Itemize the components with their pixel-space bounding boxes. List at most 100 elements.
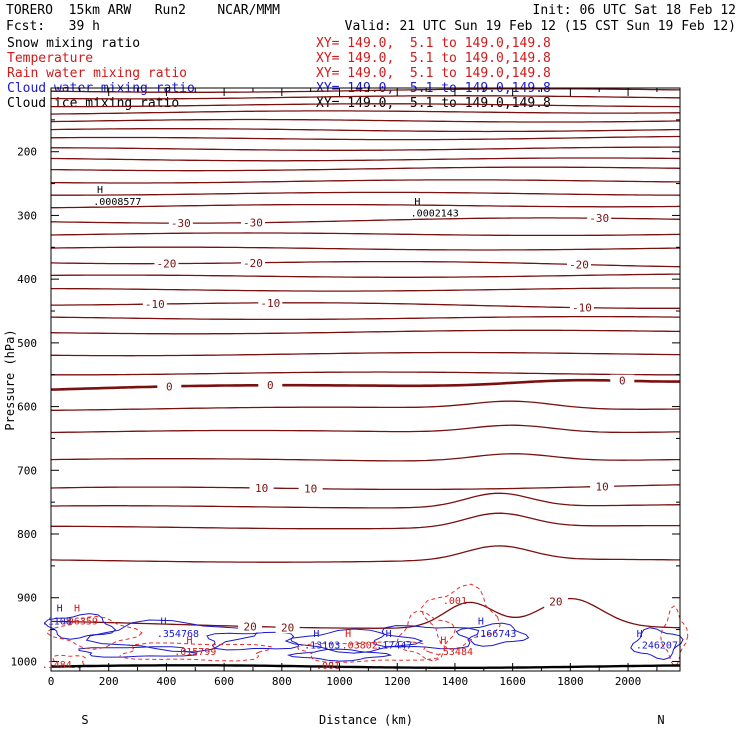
y-tick-label: 1000 (11, 655, 38, 668)
annotation-label: .0008577 (93, 197, 141, 208)
x-tick-label: 400 (156, 675, 176, 688)
temperature-contour (50, 110, 680, 115)
annotation-label: .17447 (376, 641, 412, 652)
field-rain-name: Rain water mixing ratio (7, 66, 188, 81)
y-tick-label: 200 (17, 146, 37, 159)
temperature-contour (50, 246, 680, 251)
contour-label-bg (543, 595, 568, 608)
x-tick-label: 1200 (384, 675, 411, 688)
x-tick-label: 2000 (615, 675, 642, 688)
temperature-contour (50, 273, 680, 278)
temperature-contour (51, 95, 680, 100)
contour-label: -30 (171, 217, 191, 230)
annotation-label: H (345, 629, 351, 640)
temperature-contour (51, 157, 681, 162)
contour-label: -30 (589, 212, 609, 225)
annotation-label: H (97, 185, 103, 196)
annotation-label: H (386, 629, 392, 640)
temperature-contour (50, 88, 681, 93)
annotation-label: H (74, 604, 80, 615)
contour-label: 20 (281, 621, 294, 634)
contour-label-bg (298, 482, 323, 495)
temperature-contour (51, 400, 681, 411)
temperature-contour (51, 492, 681, 509)
annotation-label: H (313, 629, 319, 640)
contour-label-bg (168, 217, 193, 230)
temperature-contour (50, 545, 680, 563)
annotation-label: .166743 (474, 629, 516, 640)
annotation-label: H (440, 636, 446, 647)
temperature-contour (50, 135, 680, 141)
y-tick-label: 700 (17, 464, 37, 477)
annotation-label: .354768 (157, 629, 199, 640)
contour-label-bg (610, 374, 635, 387)
contour-label: 10 (595, 480, 608, 493)
annotation-label: .015799 (174, 647, 216, 658)
end-label-south: S (81, 713, 88, 727)
annotation-label: H (637, 629, 643, 640)
temperature-contour (51, 179, 680, 184)
contour-label-bg (258, 379, 283, 392)
annotation-label: H (186, 636, 192, 647)
contour-label: -10 (260, 297, 280, 310)
field-temperature-xy: XY= 149.0, 5.1 to 149.0,149.8 (316, 51, 551, 66)
annotation-label: .246207 (636, 641, 678, 652)
x-tick-label: 200 (99, 675, 119, 688)
temperature-isotherm-10 (50, 484, 681, 491)
x-tick-label: 1600 (499, 675, 526, 688)
cloud-water-contour (78, 646, 197, 658)
ground-line (51, 664, 680, 669)
ground-surface (51, 664, 680, 669)
temperature-contour (50, 453, 680, 462)
field-temperature-name: Temperature (7, 51, 94, 66)
annotation-label: .03802 (342, 641, 378, 652)
y-tick-label: 300 (17, 209, 37, 222)
contour-label: 0 (619, 375, 626, 388)
contour-label: 20 (549, 596, 562, 609)
axes: 0 200 400 600 800 1000 1200 1400 1600 1800 2000200… (11, 88, 680, 688)
x-tick-label: 800 (272, 675, 292, 688)
contour-label: -20 (243, 257, 263, 270)
temperature-contour (51, 166, 681, 172)
y-tick-label: 900 (17, 592, 37, 605)
temperature-contour (51, 512, 680, 530)
contour-label-bg (240, 216, 265, 229)
rain-water-contour (118, 642, 272, 662)
x-tick-label: 1400 (442, 675, 469, 688)
temperature-contour (50, 329, 680, 335)
cloud-water-contour (372, 625, 480, 650)
contour-label-bg (249, 482, 274, 495)
contour-label-bg (154, 257, 179, 270)
contour-label-bg (157, 380, 182, 393)
temperature-contour (50, 424, 680, 434)
temperature-contour (50, 128, 680, 133)
forecast-hour: Fcst: 39 h (6, 19, 100, 34)
moisture-contours (43, 583, 689, 669)
contour-label-bg (590, 480, 615, 493)
rain-water-contour (297, 641, 440, 663)
temperature-isotherm--30 (50, 217, 681, 224)
cloud-water-contour (286, 648, 393, 662)
valid-time: Valid: 21 UTC Sun 19 Feb 12 (15 CST Sun … (344, 19, 736, 34)
temperature-contour (50, 232, 680, 237)
annotation-label: .53484 (437, 647, 473, 658)
y-tick-label: 600 (17, 401, 37, 414)
x-tick-label: 1000 (326, 675, 353, 688)
x-tick-label: 0 (48, 675, 55, 688)
temperature-contour (51, 351, 680, 357)
temperature-isotherm-0 (50, 378, 680, 391)
temperature-isotherms (50, 88, 681, 629)
field-rain-xy: XY= 149.0, 5.1 to 149.0,149.8 (316, 66, 551, 81)
x-axis-label: Distance (km) (319, 713, 413, 727)
contour-label: 10 (255, 482, 268, 495)
contour-label: 10 (304, 483, 317, 496)
rain-water-contour (660, 605, 689, 667)
contour-label: 0 (267, 379, 274, 392)
end-label-north: N (657, 713, 664, 727)
annotation-label: .001 (443, 596, 467, 607)
annotation-label: H (414, 197, 420, 208)
field-snow-xy: XY= 149.0, 5.1 to 149.0,149.8 (316, 36, 551, 51)
contour-label-bg (240, 256, 265, 269)
temperature-contour (51, 103, 680, 108)
